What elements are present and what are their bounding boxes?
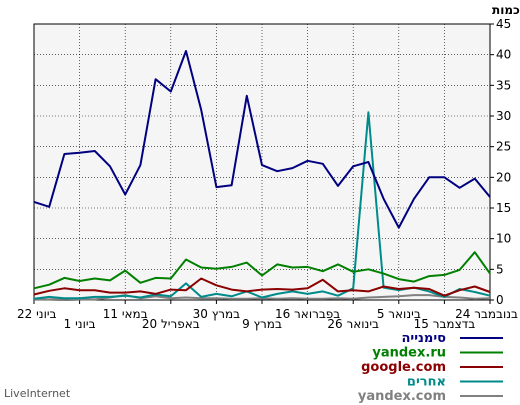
series-lines: [33, 50, 491, 301]
x-tick-label: 1 ביוני: [64, 317, 96, 331]
series-line: [33, 50, 491, 229]
y-tick-label: 0: [496, 293, 504, 307]
y-tick-label: 45: [496, 17, 511, 31]
x-tick-label: 22 ביוני: [17, 307, 57, 321]
legend-label: yandex.com: [358, 389, 446, 404]
y-axis-title: כמות: [492, 3, 520, 17]
x-tick-label: 9 במרץ: [242, 317, 282, 331]
series-line: [33, 251, 491, 290]
y-tick-label: 10: [496, 232, 511, 246]
y-tick-label: 25: [496, 140, 511, 154]
brand-text: LiveInternet: [4, 387, 71, 400]
x-tick-label: 5 בינואר: [377, 307, 421, 321]
x-tick-label: 11 במאי: [103, 307, 148, 321]
x-tick-label: 24 בנובמבר: [455, 307, 518, 321]
legend-label: google.com: [361, 360, 446, 375]
x-tick-label: 30 במרץ: [193, 307, 240, 321]
y-tick-label: 15: [496, 201, 511, 215]
x-tick-label: 16 בפברואר: [275, 307, 340, 321]
series-line: [33, 277, 491, 297]
y-tick-label: 35: [496, 78, 511, 92]
legend-label: אחרים: [407, 375, 446, 390]
x-tick-label: 20 באפריל: [142, 317, 200, 331]
legend: סימנייהyandex.rugoogle.comאחריםyandex.co…: [358, 331, 503, 404]
x-tick-label: 26 בינואר: [327, 317, 379, 331]
gridlines: [33, 23, 491, 301]
y-tick-label: 20: [496, 170, 511, 184]
legend-label: yandex.ru: [372, 346, 446, 361]
y-axis-ticks: 0 5 10 15 20 25 30 35 40 45: [490, 17, 511, 307]
y-tick-label: 40: [496, 48, 511, 62]
legend-label: סימנייה: [401, 331, 446, 346]
y-tick-label: 30: [496, 109, 511, 123]
y-tick-label: 5: [496, 262, 504, 276]
x-tick-label: 15 בדצמבר: [414, 317, 476, 331]
